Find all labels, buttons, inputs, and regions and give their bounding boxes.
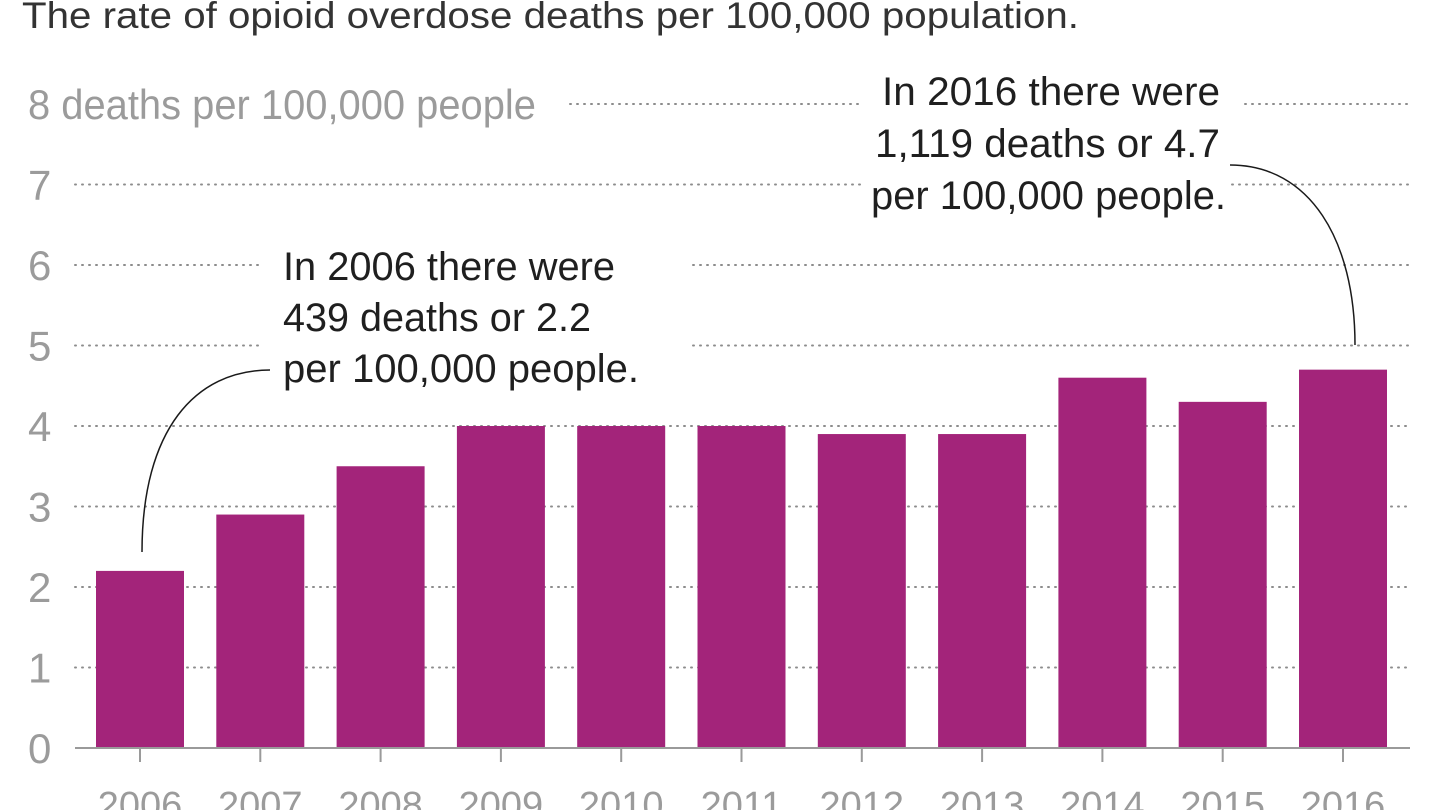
x-tick-label-2011: 2011 <box>701 785 783 810</box>
bar-2013 <box>938 434 1027 748</box>
y-tick-label-6: 6 <box>28 242 51 289</box>
x-tick-label-2007: 2007 <box>218 785 303 810</box>
bar-2006 <box>96 570 184 748</box>
x-tick-label-2016: 2016 <box>1301 785 1386 810</box>
x-tick-label-2006: 2006 <box>98 785 183 810</box>
bar-2007 <box>216 514 305 748</box>
annotation-2006-line-2: 439 deaths or 2.2 <box>283 296 591 340</box>
x-tick-label-2009: 2009 <box>459 785 544 810</box>
x-tick-label-2015: 2015 <box>1180 785 1265 810</box>
bar-2009 <box>456 426 545 748</box>
x-tick-label-2008: 2008 <box>338 785 423 810</box>
bar-2016 <box>1299 369 1387 748</box>
chart-subtitle: The rate of opioid overdose deaths per 1… <box>22 0 1079 36</box>
bar-2008 <box>336 466 425 748</box>
annotation-2016-line-3: per 100,000 people. <box>871 174 1226 218</box>
bars <box>96 369 1387 748</box>
bar-2011 <box>697 426 786 748</box>
bar-2015 <box>1178 401 1267 748</box>
x-axis-ticks <box>139 748 1344 762</box>
y-tick-label-2: 2 <box>28 564 51 611</box>
annotation-2016-line-1: In 2016 there were <box>882 70 1220 114</box>
y-axis-tick-labels: 0 1 2 3 4 5 6 7 8 deaths per 100,000 people <box>28 81 536 772</box>
y-tick-label-8: 8 deaths per 100,000 people <box>28 81 536 128</box>
y-tick-label-7: 7 <box>28 162 51 209</box>
x-axis-tick-labels: 2006 2007 2008 2009 2010 2011 2012 2013 2014 2015… <box>98 785 1386 810</box>
y-tick-label-1: 1 <box>28 645 51 692</box>
annotation-2016-line-2: 1,119 deaths or 4.7 <box>875 122 1220 166</box>
y-tick-label-3: 3 <box>28 484 51 531</box>
annotation-2006: In 2006 there were 439 deaths or 2.2 per… <box>141 245 639 553</box>
x-tick-label-2012: 2012 <box>820 785 905 810</box>
annotation-2006-line-3: per 100,000 people. <box>283 347 639 391</box>
bar-2012 <box>817 434 906 748</box>
annotation-2016: In 2016 there were 1,119 deaths or 4.7 p… <box>871 70 1356 346</box>
annotation-2006-leader-line <box>141 369 271 553</box>
annotation-2006-line-1: In 2006 there were <box>283 245 615 289</box>
bar-2010 <box>577 426 666 748</box>
x-tick-label-2013: 2013 <box>940 785 1025 810</box>
y-tick-label-5: 5 <box>28 323 51 370</box>
x-tick-label-2014: 2014 <box>1060 785 1145 810</box>
annotation-2016-leader-line <box>1229 164 1356 346</box>
x-tick-label-2010: 2010 <box>579 785 664 810</box>
y-tick-label-0: 0 <box>28 725 51 772</box>
y-tick-label-4: 4 <box>28 403 51 450</box>
bar-2014 <box>1058 377 1147 748</box>
